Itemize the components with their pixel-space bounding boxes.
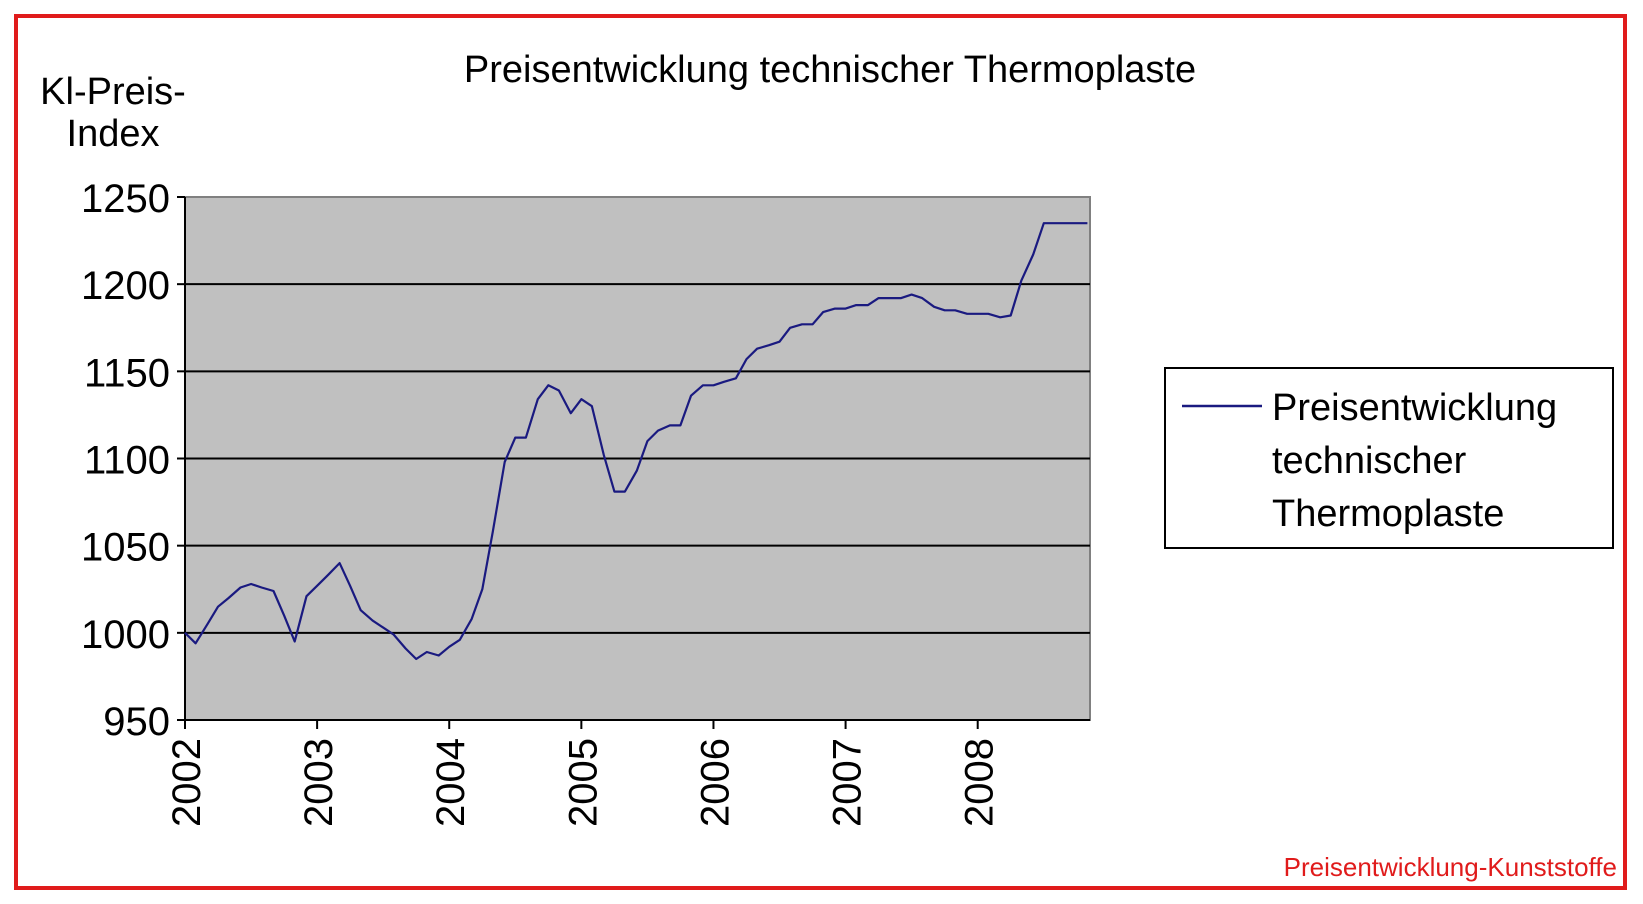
legend-box	[1164, 367, 1614, 549]
legend: Preisentwicklung technischer Thermoplast…	[1164, 367, 1614, 549]
x-axis: 2002 2003 2004 2005 2006 2007 2008	[165, 719, 1090, 827]
y-tick-label: 1250	[81, 177, 170, 221]
x-tick-label: 2004	[429, 738, 473, 827]
y-tick-label: 1150	[84, 351, 170, 395]
chart-title: Preisentwicklung technischer Thermoplast…	[464, 49, 1196, 91]
x-tick-label: 2002	[165, 738, 209, 827]
y-tick-label: 1200	[81, 264, 170, 308]
y-axis-label-line-2: Index	[67, 113, 160, 155]
y-axis-label-line-1: Kl-Preis-	[40, 71, 186, 113]
series-layer	[184, 222, 1088, 661]
x-tick-label: 2008	[958, 738, 1002, 827]
watermark-text: Preisentwicklung-Kunststoffe	[1284, 852, 1617, 882]
legend-label-line-3: Thermoplaste	[1272, 493, 1504, 535]
y-tick-label: 1050	[81, 526, 170, 570]
y-tick-label: 1100	[84, 439, 170, 483]
gridlines	[185, 283, 1090, 634]
x-tick-label: 2006	[693, 738, 737, 827]
y-tick-label: 950	[103, 700, 170, 744]
legend-label-line-1: Preisentwicklung	[1272, 387, 1557, 429]
legend-label-line-2: technischer	[1272, 440, 1467, 482]
x-tick-label: 2007	[826, 738, 870, 827]
x-tick-label: 2003	[297, 738, 341, 827]
x-tick-label: 2005	[561, 738, 605, 827]
y-axis: 950 1000 1050 1100 1150 1200 1250	[81, 177, 186, 744]
y-tick-label: 1000	[81, 613, 170, 657]
